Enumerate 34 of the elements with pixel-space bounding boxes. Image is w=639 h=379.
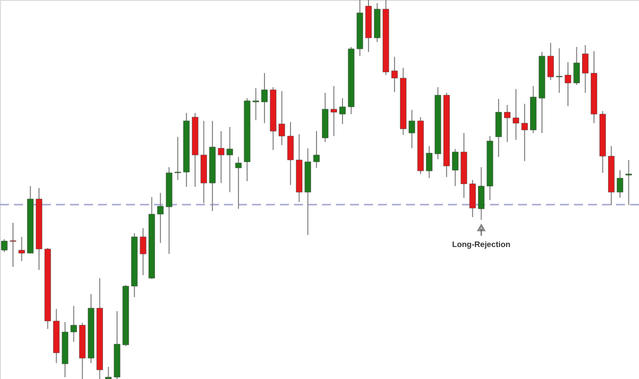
candlestick bbox=[478, 166, 484, 220]
candlestick bbox=[313, 130, 320, 168]
candlestick bbox=[287, 122, 294, 186]
candlestick bbox=[408, 109, 416, 149]
candlestick bbox=[140, 228, 146, 276]
candlestick bbox=[573, 46, 580, 86]
candlestick bbox=[174, 136, 181, 181]
candlestick bbox=[1, 238, 8, 253]
annotation: Long-Rejection bbox=[452, 240, 510, 249]
candlestick bbox=[339, 98, 346, 124]
candlestick bbox=[547, 42, 554, 80]
candlestick bbox=[330, 86, 337, 137]
candlestick bbox=[564, 62, 572, 107]
candlestick bbox=[261, 72, 268, 124]
candlestick bbox=[226, 126, 233, 193]
candlestick bbox=[626, 159, 632, 206]
candlestick bbox=[105, 366, 112, 379]
candlestick bbox=[18, 236, 25, 262]
candlestick bbox=[70, 305, 77, 342]
candlestick bbox=[157, 192, 164, 244]
candlestick bbox=[278, 90, 285, 146]
candlestick bbox=[391, 56, 398, 93]
candlestick bbox=[512, 88, 520, 140]
candlestick bbox=[452, 148, 458, 187]
candlestick bbox=[556, 48, 562, 94]
candlestick bbox=[521, 103, 528, 162]
candlestick bbox=[252, 87, 259, 121]
candlestick bbox=[218, 130, 224, 184]
candlestick bbox=[504, 104, 510, 143]
candlestick bbox=[235, 156, 242, 210]
candlestick bbox=[426, 145, 432, 179]
candlestick bbox=[10, 222, 16, 268]
candlestick bbox=[616, 170, 624, 198]
candlestick bbox=[582, 44, 588, 94]
